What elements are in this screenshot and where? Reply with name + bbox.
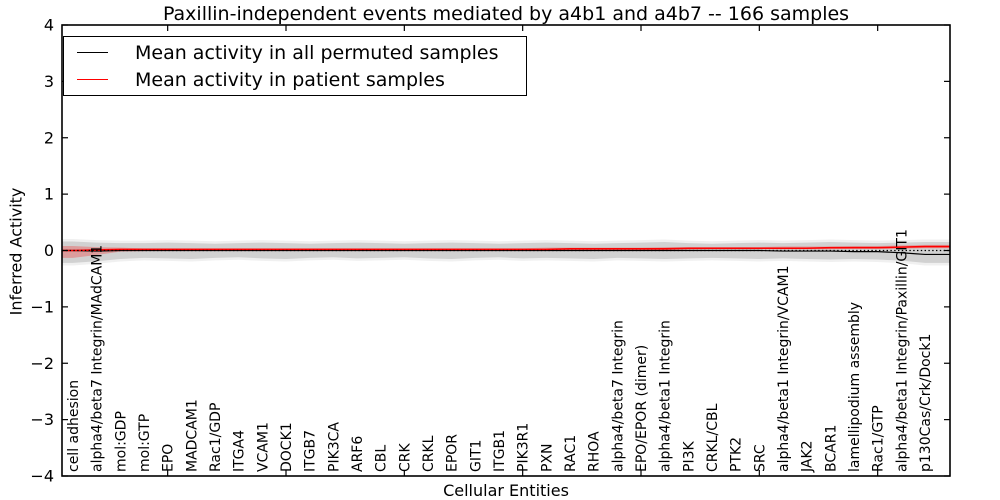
x-category-label: EPO/EPOR (dimer): [634, 345, 650, 472]
x-category-label: Rac1/GDP: [208, 403, 224, 472]
x-category-label: MADCAM1: [184, 399, 200, 472]
x-category-label: RAC1: [563, 435, 579, 472]
x-category-label: ITGB7: [303, 430, 319, 472]
x-category-label: EPO: [161, 444, 177, 472]
x-category-label: PTK2: [729, 437, 745, 472]
x-category-label: PI3K: [681, 441, 697, 472]
x-category-label: cell adhesion: [66, 380, 82, 472]
x-category-label: CBL: [374, 445, 390, 472]
x-category-label: mol:GDP: [113, 411, 129, 472]
x-category-label: alpha4/beta7 Integrin/MAdCAM1: [90, 245, 106, 472]
x-category-label: BCAR1: [823, 425, 839, 472]
x-category-label: CRKL: [421, 435, 437, 472]
x-category-label: PIK3R1: [516, 423, 532, 472]
patient-mean-line: [62, 245, 950, 252]
legend-entry-patient: Mean activity in patient samples: [64, 66, 526, 93]
x-category-label: PIK3CA: [326, 422, 342, 472]
x-category-label: alpha4/beta1 Integrin/Paxillin/GIT1: [894, 229, 910, 472]
x-category-label: ITGA4: [232, 430, 248, 472]
y-tick-label: 0: [44, 241, 54, 260]
legend-label-permuted: Mean activity in all permuted samples: [135, 41, 499, 64]
legend-line-patient: [77, 79, 108, 80]
y-tick-label: −2: [30, 354, 54, 373]
x-category-label: alpha4/beta1 Integrin/VCAM1: [776, 266, 792, 473]
y-tick-label: 3: [44, 72, 54, 91]
x-category-label: ITGB1: [492, 430, 508, 472]
y-tick-label: 4: [44, 16, 54, 35]
x-category-label: DOCK1: [279, 422, 295, 472]
x-category-label: CRK: [397, 442, 413, 472]
x-category-label: VCAM1: [255, 422, 271, 472]
permuted-std-band: [62, 241, 950, 263]
y-tick-label: −1: [30, 297, 54, 316]
legend-line-permuted: [77, 52, 108, 53]
x-axis-label: Cellular Entities: [443, 481, 569, 500]
chart-title: Paxillin-independent events mediated by …: [162, 3, 850, 25]
permuted-std-band-halo: [62, 238, 950, 266]
y-tick-label: 2: [44, 128, 54, 147]
x-category-label: PXN: [539, 443, 555, 472]
x-category-label: ARF6: [350, 436, 366, 472]
legend-label-patient: Mean activity in patient samples: [135, 68, 445, 91]
x-category-label: RHOA: [587, 431, 603, 472]
legend-entry-permuted: Mean activity in all permuted samples: [64, 39, 526, 66]
x-category-label: Rac1/GTP: [871, 405, 887, 472]
y-tick-label: −4: [30, 467, 54, 486]
x-category-label: p130Cas/Crk/Dock1: [918, 334, 934, 472]
x-category-label: EPOR: [445, 434, 461, 472]
x-category-label: alpha4/beta1 Integrin: [658, 320, 674, 472]
legend: Mean activity in all permuted samples Me…: [63, 36, 527, 96]
x-category-label: SRC: [752, 444, 768, 472]
y-tick-label: 1: [44, 185, 54, 204]
x-category-label: GIT1: [468, 440, 484, 472]
x-category-label: mol:GTP: [137, 414, 153, 472]
x-category-label: JAK2: [800, 440, 816, 473]
x-category-label: CRKL/CBL: [705, 403, 721, 472]
y-tick-label: −3: [30, 410, 54, 429]
x-category-label: alpha4/beta7 Integrin: [610, 320, 626, 472]
x-category-label: lamellipodium assembly: [847, 302, 863, 472]
